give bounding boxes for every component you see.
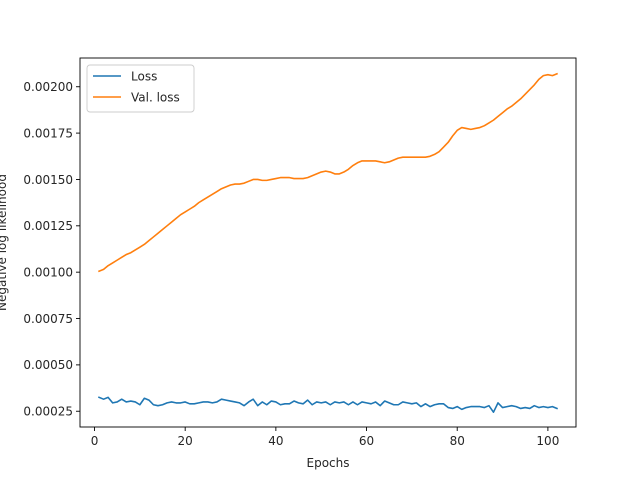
plot-frame [79, 57, 577, 428]
x-tick-label: 100 [536, 434, 559, 448]
series-line-loss [97, 396, 559, 413]
legend: Loss Val. loss [86, 64, 195, 113]
y-tick-label: 0.00100 [23, 265, 73, 279]
x-tick-label: 20 [178, 434, 193, 448]
legend-label-loss: Loss [131, 70, 157, 84]
y-tick-label: 0.00025 [23, 405, 73, 419]
x-tick-label: 0 [91, 434, 99, 448]
x-tick-label: 80 [450, 434, 465, 448]
x-tick-label: 60 [359, 434, 374, 448]
y-tick-label: 0.00050 [23, 358, 73, 372]
y-tick-label: 0.00150 [23, 173, 73, 187]
y-tick-label: 0.00200 [23, 80, 73, 94]
legend-label-val-loss: Val. loss [131, 91, 180, 105]
series-layer [97, 72, 559, 413]
y-tick-label: 0.00075 [23, 312, 73, 326]
x-tick-label: 40 [268, 434, 283, 448]
x-axis: 0 20 40 60 80 100 [91, 427, 559, 448]
x-axis-label: Epochs [307, 456, 350, 470]
y-axis-label: Negative log likelihood [0, 174, 9, 311]
y-axis: 0.00025 0.00050 0.00075 0.00100 0.00125 0.001… [23, 80, 80, 419]
series-line-val-loss [97, 72, 559, 273]
y-tick-label: 0.00175 [23, 126, 73, 140]
y-tick-label: 0.00125 [23, 219, 73, 233]
